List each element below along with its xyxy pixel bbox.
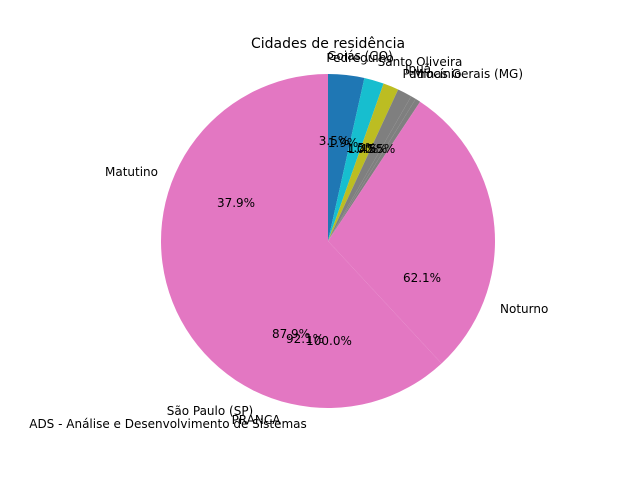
- pie-slices: [160, 74, 495, 408]
- slice-label: Goiás (GO): [327, 49, 393, 63]
- slice-label: São Paulo (SP): [167, 404, 254, 418]
- slice-percent-label: 0.5%: [365, 142, 396, 156]
- pie-slice: [328, 74, 365, 241]
- slice-label: Patrocínio: [403, 67, 462, 81]
- slice-label: Santo Oliveira: [378, 55, 463, 69]
- slice-percent-label: 100.0%: [306, 334, 352, 348]
- slice-label: PRANCA: [232, 413, 282, 427]
- pie-slice: [328, 83, 399, 241]
- slice-percent-label: 37.9%: [217, 196, 255, 210]
- slice-label: Matutino: [105, 165, 158, 179]
- pie-slice: [328, 101, 495, 364]
- pie-slice: [328, 78, 384, 241]
- slice-percent-label: 0.5%: [357, 142, 388, 156]
- chart-title: Cidades de residência: [251, 36, 405, 52]
- slice-percent-label: 1.5%: [346, 141, 377, 155]
- pie-slice: [328, 89, 412, 241]
- pie-slice: [328, 96, 416, 242]
- slice-percent-label: 3.5%: [319, 134, 350, 148]
- slice-label: Pedregulho: [326, 51, 393, 65]
- slice-percent-label: 87.9%: [272, 327, 310, 341]
- slice-percent-labels: 3.5%1.9%1.5%1.4%0.5%0.5% 62.1% 100.0%92.1%…: [217, 134, 441, 348]
- slice-label: Minas Gerais (MG): [413, 67, 523, 81]
- slice-percent-label: 62.1%: [403, 271, 441, 285]
- pie-slice: [328, 98, 421, 242]
- slice-label: ADS - Análise e Desenvolvimento de Siste…: [29, 417, 307, 431]
- slice-label: Ipuã: [405, 62, 431, 76]
- pie-slice: [160, 74, 442, 408]
- slice-label: Noturno: [500, 302, 548, 316]
- slice-percent-label: 1.9%: [328, 136, 359, 150]
- slice-percent-label: 1.4%: [348, 142, 379, 156]
- slice-percent-label: 92.1%: [286, 332, 324, 346]
